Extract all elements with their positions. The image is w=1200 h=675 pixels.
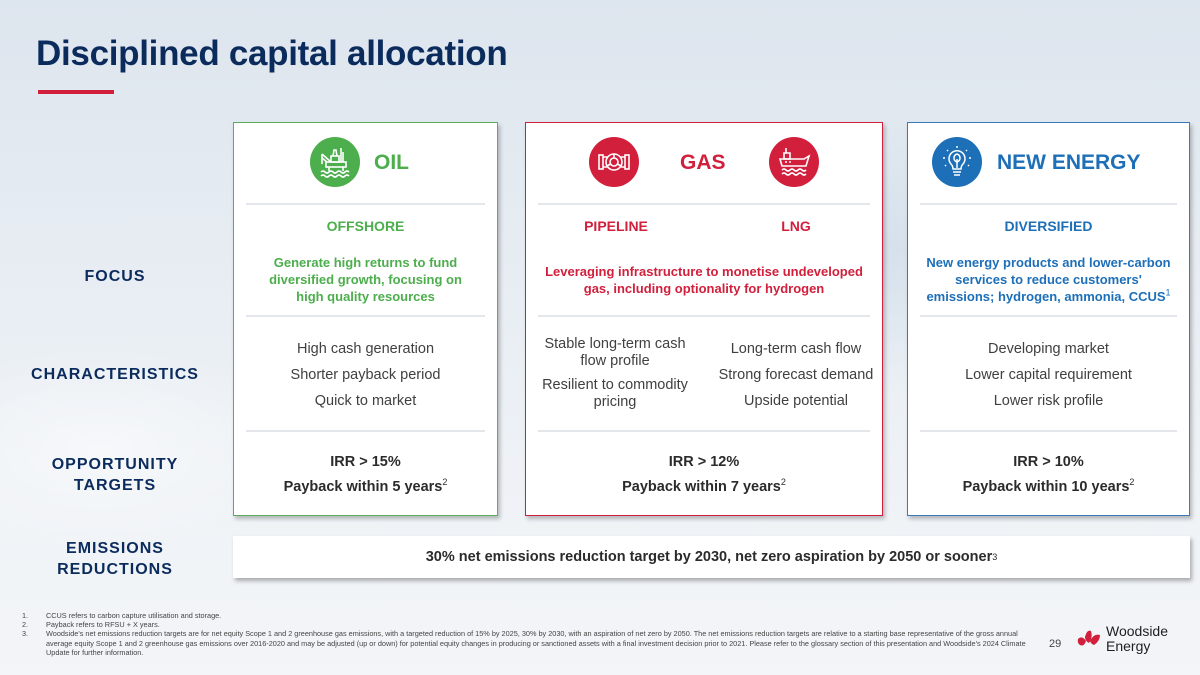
characteristic-item: High cash generation — [296, 341, 435, 357]
characteristic-item: Quick to market — [314, 393, 417, 409]
gas-payback: Payback within 7 years2 — [622, 477, 786, 495]
characteristic-item: Developing market — [988, 341, 1109, 357]
offshore-platform-icon — [310, 137, 360, 187]
lightbulb-leaf-icon — [932, 137, 982, 187]
gas-focus: Leveraging infrastructure to monetise un… — [545, 264, 863, 296]
woodside-logo-icon — [1077, 630, 1100, 646]
characteristic-item: Resilient to commodity pricing — [542, 377, 688, 410]
new-energy-characteristics: Developing market Lower capital requirem… — [908, 341, 1189, 410]
page-title: Disciplined capital allocation — [36, 34, 508, 73]
page-number: 29 — [1049, 638, 1062, 650]
new-energy-card: NEW ENERGY DIVERSIFIED New energy produc… — [907, 122, 1190, 516]
oil-title: OIL — [374, 151, 409, 174]
oil-irr: IRR > 15% — [330, 454, 401, 470]
row-label-characteristics: CHARACTERISTICS — [31, 366, 199, 383]
divider — [538, 203, 870, 205]
new-energy-payback: Payback within 10 years2 — [962, 477, 1135, 495]
divider — [246, 430, 485, 432]
gas-title: GAS — [680, 151, 726, 174]
characteristic-item: Long-term cash flow — [730, 341, 862, 357]
oil-payback: Payback within 5 years2 — [283, 477, 448, 495]
divider — [920, 430, 1177, 432]
title-underline — [38, 90, 114, 94]
divider — [538, 315, 870, 317]
new-energy-focus: New energy products and lower-carbon ser… — [926, 255, 1171, 304]
footnote: 1. CCUS refers to carbon capture utilisa… — [22, 611, 222, 620]
characteristic-item: Shorter payback period — [290, 367, 441, 383]
characteristic-item: Lower risk profile — [993, 393, 1104, 409]
oil-card: OIL OFFSHORE Generate high returns to fu… — [233, 122, 498, 516]
characteristic-item: Upside potential — [744, 393, 848, 409]
footnote: 3. Woodside's net emissions reduction ta… — [22, 629, 1026, 657]
divider — [246, 203, 485, 205]
pipeline-subtitle: PIPELINE — [584, 218, 648, 234]
gas-card: GAS PIPELINE LNG Leveraging infrastructu… — [525, 122, 883, 516]
lng-characteristics: Long-term cash flow Strong forecast dema… — [716, 341, 876, 410]
lng-ship-icon — [769, 137, 819, 187]
woodside-logo: Woodside Energy — [1076, 624, 1168, 654]
footnote: 2. Payback refers to RFSU + X years. — [22, 620, 160, 630]
oil-focus: Generate high returns to fund diversifie… — [269, 255, 462, 304]
new-energy-irr: IRR > 10% — [1013, 454, 1084, 470]
characteristic-item: Strong forecast demand — [718, 367, 874, 383]
new-energy-title: NEW ENERGY — [997, 151, 1141, 174]
pipeline-valve-icon — [589, 137, 639, 187]
footnotes: 1. CCUS refers to carbon capture utilisa… — [22, 611, 1032, 657]
new-energy-subtitle: DIVERSIFIED — [1004, 218, 1093, 234]
oil-subtitle: OFFSHORE — [326, 218, 405, 234]
divider — [920, 315, 1177, 317]
row-label-focus: FOCUS — [84, 268, 146, 285]
emissions-target-box: 30% net emissions reduction target by 20… — [233, 536, 1190, 578]
divider — [538, 430, 870, 432]
row-label-opportunity-targets: OPPORTUNITY TARGETS — [51, 456, 179, 494]
logo-text: Woodside Energy — [1106, 623, 1169, 654]
row-label-emissions-reductions: EMISSIONS REDUCTIONS — [57, 540, 173, 578]
lng-subtitle: LNG — [781, 218, 811, 234]
oil-characteristics: High cash generation Shorter payback per… — [234, 341, 497, 410]
gas-irr: IRR > 12% — [668, 454, 740, 470]
divider — [246, 315, 485, 317]
characteristic-item: Stable long-term cash flow profile — [544, 336, 686, 369]
characteristic-item: Lower capital requirement — [965, 367, 1132, 383]
pipeline-characteristics: Stable long-term cash flow profile Resil… — [540, 336, 690, 411]
divider — [920, 203, 1177, 205]
